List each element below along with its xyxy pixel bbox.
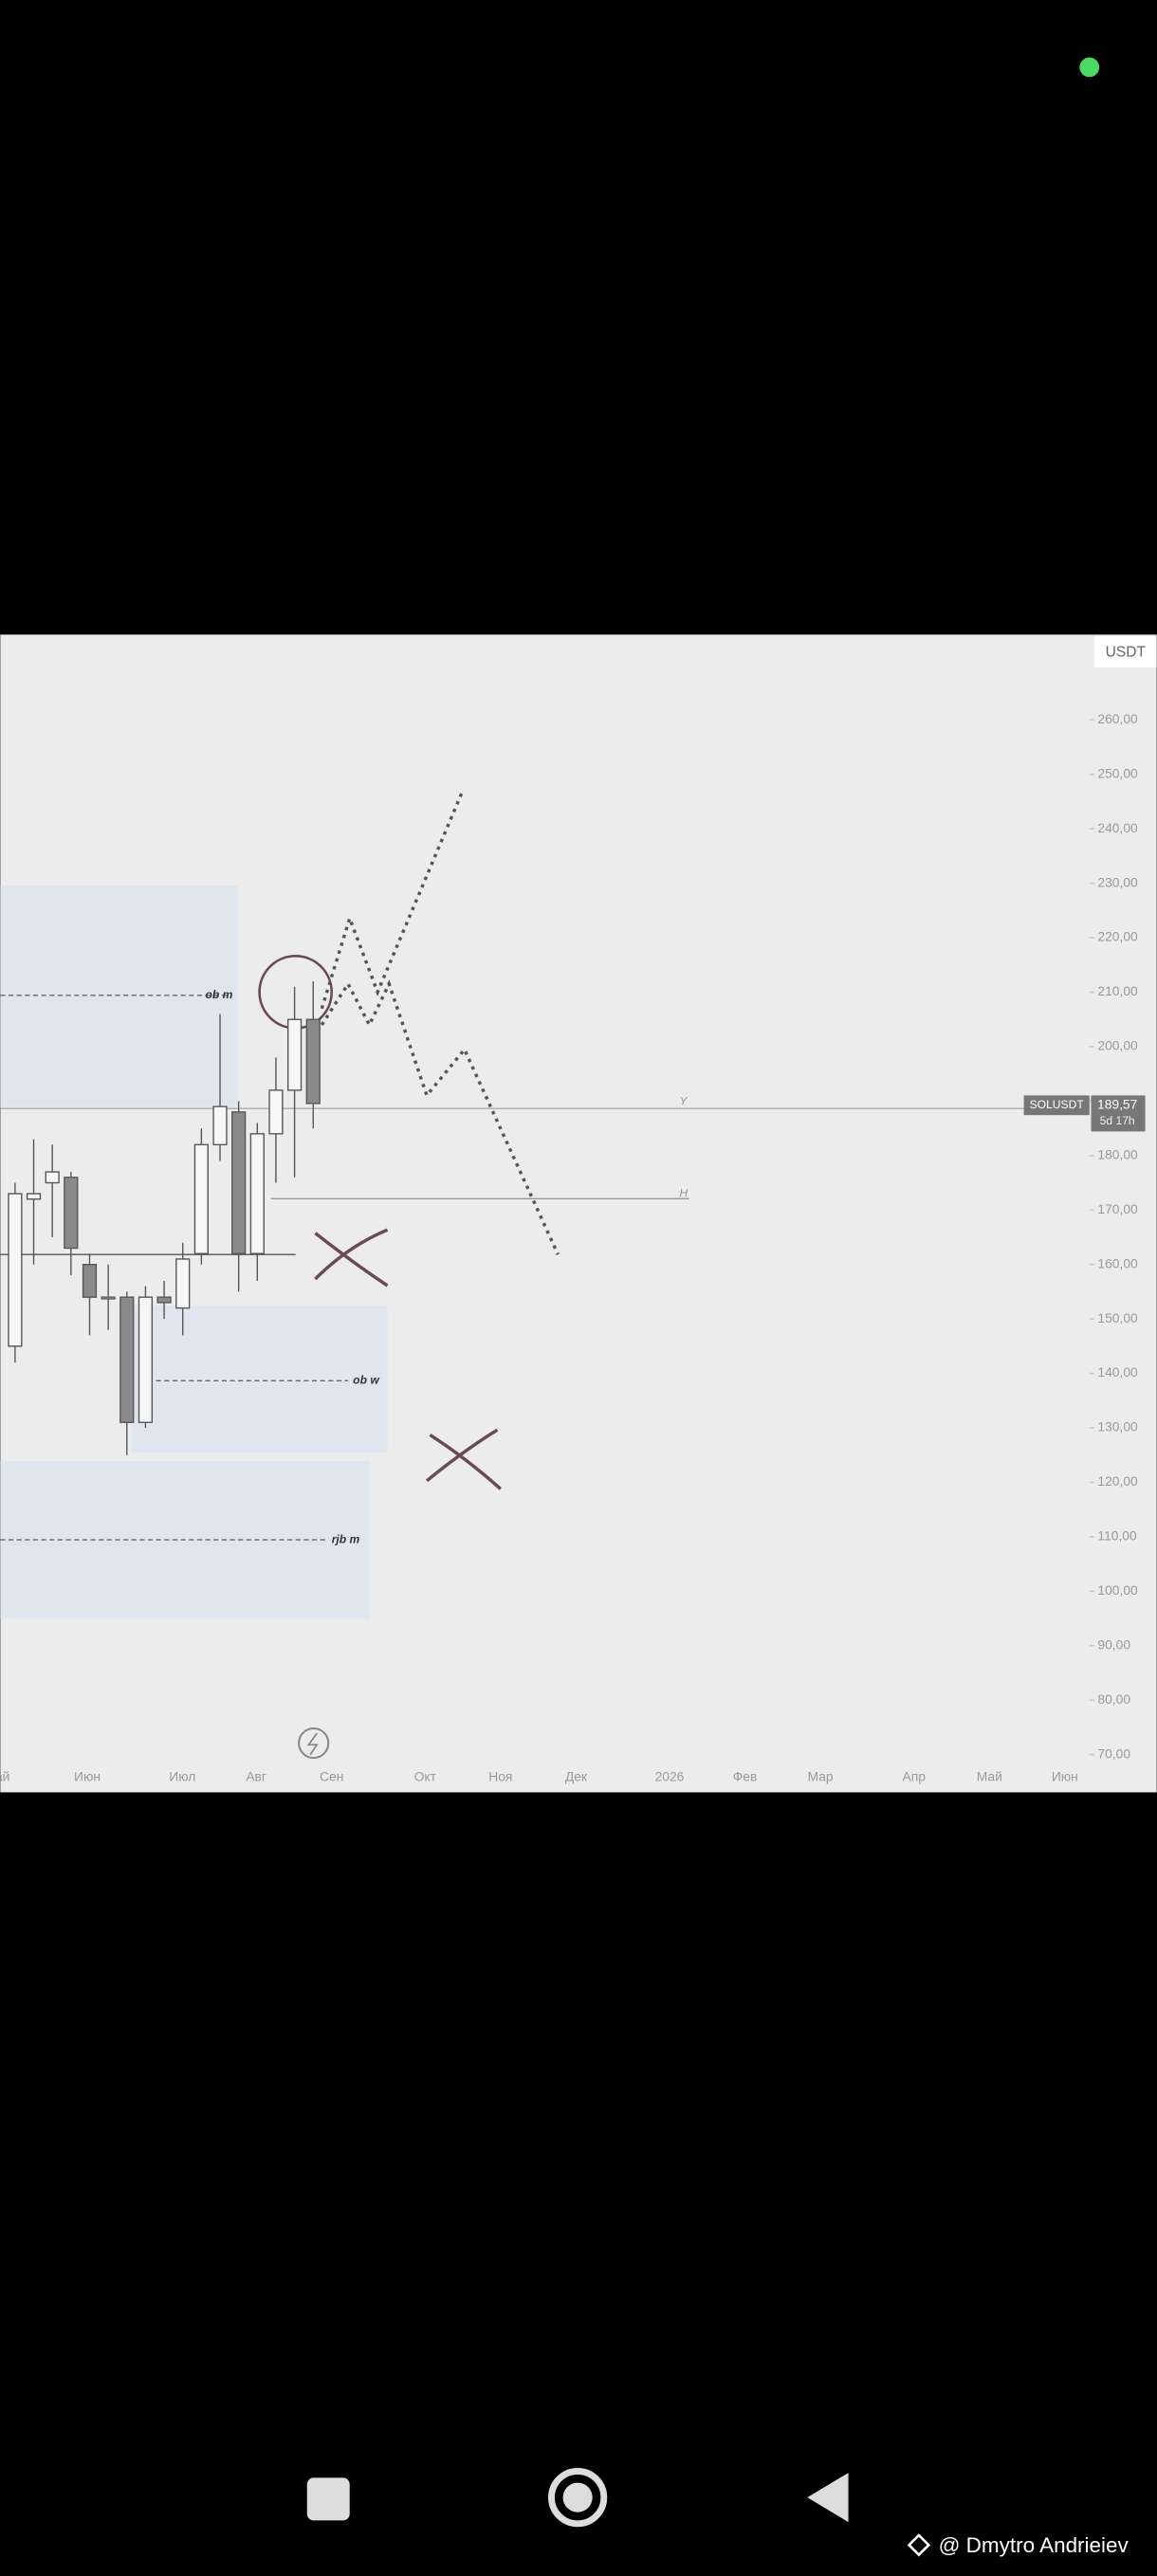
y-tick-label: 230,00	[1097, 874, 1138, 889]
y-tick-label: 240,00	[1097, 820, 1138, 835]
x-tick-label: Июн	[1052, 1769, 1078, 1784]
x-tick-label: Апр	[902, 1769, 926, 1784]
candle-body	[64, 1177, 79, 1250]
y-tick-label: 250,00	[1097, 765, 1138, 780]
x-tick-label: Май	[0, 1769, 9, 1784]
zone-label: ob w	[353, 1374, 380, 1387]
candle-body	[138, 1296, 154, 1423]
currency: USDT	[1106, 644, 1147, 660]
candle-body	[286, 1018, 303, 1091]
y-tick-label: 90,00	[1097, 1636, 1130, 1652]
y-tick-label: 150,00	[1097, 1310, 1138, 1325]
candle-body	[156, 1296, 172, 1304]
currency-box	[1093, 636, 1157, 667]
y-tick-label: 160,00	[1097, 1255, 1138, 1270]
candle-body	[175, 1258, 191, 1309]
candle-body	[231, 1111, 247, 1254]
nav-back[interactable]	[807, 2473, 849, 2523]
watermark-icon	[907, 2533, 931, 2557]
y-tick-label: 210,00	[1097, 983, 1138, 998]
replay-icon-bolt	[306, 1732, 319, 1756]
zone	[0, 885, 239, 1107]
nav-recent[interactable]	[306, 2477, 350, 2521]
candle-body	[212, 1105, 228, 1146]
y-tick-label: 100,00	[1097, 1582, 1138, 1598]
nav-home[interactable]	[548, 2468, 608, 2528]
countdown: 5d 17h	[1100, 1114, 1135, 1127]
x-tick-label: Дек	[565, 1769, 588, 1784]
price-box	[1091, 1095, 1146, 1132]
cross	[425, 1428, 503, 1490]
y-tick-label: 110,00	[1097, 1528, 1137, 1544]
line-label: H	[679, 1186, 688, 1199]
candle-body	[82, 1264, 98, 1298]
candles	[8, 981, 321, 1455]
candle-body	[101, 1296, 116, 1300]
x-tick-label: Авг	[246, 1769, 266, 1784]
nav-home-dot	[562, 2482, 593, 2512]
y-tick-label: 70,00	[1097, 1745, 1130, 1761]
projection-path	[320, 789, 465, 1010]
annotations: ob m ob w rjb m Y H	[206, 988, 689, 1545]
x-tick-label: Сен	[320, 1769, 343, 1784]
cross-marks	[314, 1228, 503, 1490]
zone-label: rjb m	[332, 1532, 360, 1545]
x-tick-label: Июн	[74, 1769, 101, 1784]
x-tick-label: Фев	[733, 1769, 758, 1784]
y-tick-label: 200,00	[1097, 1038, 1138, 1053]
symbol-box	[1023, 1095, 1090, 1116]
time-axis: Май Июн Июл Авг Сен Окт Ноя Дек 2026 Фев Мар Апр Май…	[0, 1769, 1078, 1784]
price-tag: SOLUSDT 189,57 5d 17h	[1023, 1095, 1146, 1132]
candle-body	[193, 1143, 209, 1254]
x-tick-label: Июл	[169, 1769, 195, 1784]
y-tick-label: 140,00	[1097, 1364, 1138, 1379]
zones	[0, 885, 1026, 1619]
x-tick-label: Окт	[414, 1769, 437, 1784]
price-axis: 260,00 250,00 240,00 230,00 220,00 210,00 200,…	[1089, 711, 1138, 1761]
projection	[320, 789, 560, 1255]
candle-body	[249, 1133, 265, 1254]
candle-body	[268, 1089, 284, 1135]
chart-area	[0, 634, 1157, 1793]
symbol: SOLUSDT	[1030, 1098, 1085, 1111]
cross	[314, 1228, 389, 1288]
status-dot	[1079, 57, 1100, 78]
watermark: @ Dmytro Andrieiev	[939, 2533, 1129, 2557]
y-tick-label: 180,00	[1097, 1146, 1138, 1161]
x-tick-label: Май	[977, 1769, 1002, 1784]
y-tick-label: 80,00	[1097, 1691, 1130, 1707]
x-tick-label: 2026	[655, 1769, 685, 1784]
y-tick-label: 220,00	[1097, 929, 1138, 944]
y-tick-label: 260,00	[1097, 711, 1138, 726]
replay-icon[interactable]	[298, 1726, 330, 1760]
candle-body	[305, 1018, 321, 1105]
line-label: Y	[679, 1094, 688, 1107]
y-tick-label: 170,00	[1097, 1201, 1138, 1216]
x-tick-label: Мар	[808, 1769, 834, 1784]
projection-path	[320, 979, 560, 1255]
candle-body	[119, 1296, 135, 1423]
zone	[131, 1305, 388, 1453]
candle-body	[8, 1193, 23, 1347]
candle-body	[45, 1171, 60, 1184]
zone-label: ob m	[206, 988, 233, 1001]
x-tick-label: Ноя	[488, 1769, 512, 1784]
y-tick-label: 120,00	[1097, 1473, 1138, 1489]
y-tick-label: 130,00	[1097, 1419, 1138, 1434]
price: 189,57	[1097, 1096, 1137, 1111]
candle-body	[26, 1193, 42, 1200]
